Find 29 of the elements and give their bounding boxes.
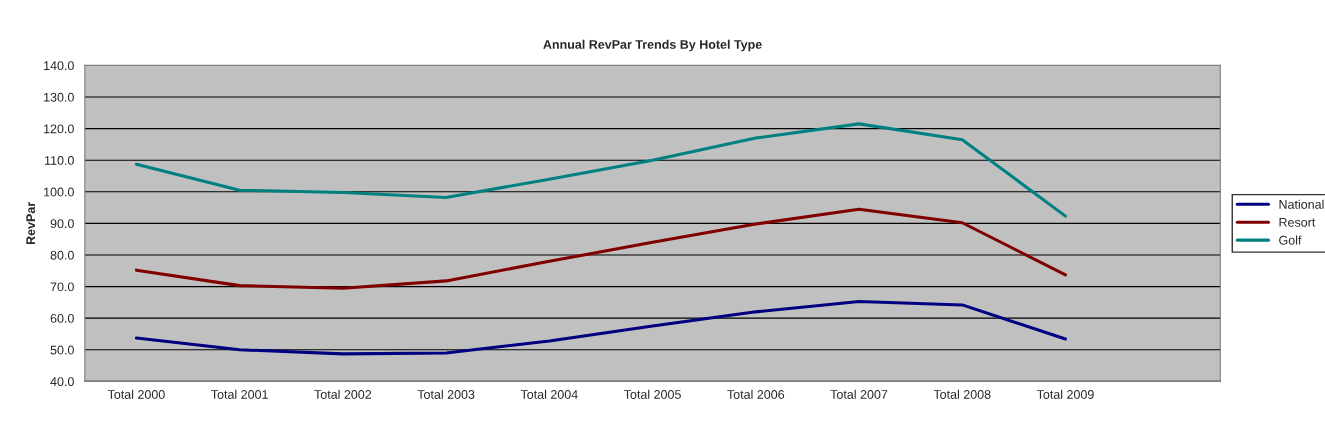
- legend-label: National: [1279, 199, 1324, 209]
- y-tick-label: 60.0: [50, 313, 74, 323]
- legend-label: Golf: [1279, 235, 1302, 245]
- y-tick-label: 140.0: [44, 61, 74, 71]
- y-axis-title: RevPar: [26, 202, 36, 245]
- y-tick-label: 50.0: [50, 345, 74, 355]
- x-tick-label: Total 2005: [624, 389, 681, 399]
- y-tick-label: 110.0: [44, 156, 74, 165]
- x-tick-label: Total 2008: [933, 389, 991, 399]
- y-tick-label: 80.0: [50, 250, 74, 260]
- x-tick-label: Total 2002: [314, 389, 372, 399]
- line-series: [134, 207, 1068, 290]
- line-series: [134, 299, 1068, 356]
- y-tick-label: 40.0: [50, 377, 74, 387]
- y-tick-label: 120.0: [44, 124, 74, 134]
- x-tick-label: Total 2007: [830, 389, 888, 399]
- legend-label: Resort: [1279, 218, 1316, 227]
- line-series: [134, 122, 1068, 218]
- y-tick-label: 90.0: [50, 219, 74, 229]
- x-tick-label: Total 2001: [211, 389, 268, 399]
- x-tick-label: Total 2003: [417, 389, 475, 399]
- x-tick-label: Total 2009: [1036, 389, 1094, 399]
- x-tick-label: Total 2006: [727, 389, 785, 399]
- y-tick-label: 130.0: [44, 92, 74, 102]
- x-tick-label: Total 2000: [107, 389, 165, 399]
- chart-title: Annual RevPar Trends By Hotel Type: [543, 39, 762, 52]
- y-tick-label: 70.0: [50, 282, 74, 292]
- x-tick-label: Total 2004: [520, 389, 578, 399]
- y-tick-label: 100.0: [44, 187, 74, 197]
